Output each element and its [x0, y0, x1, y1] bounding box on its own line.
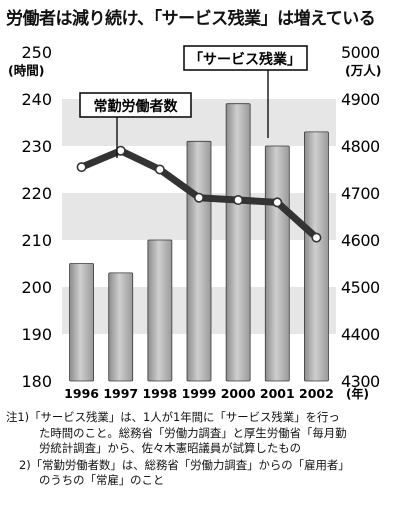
- bar: [225, 103, 251, 382]
- left-axis: 180 190 200 210 220 230 240 250: [21, 43, 52, 391]
- bar: [147, 239, 173, 382]
- line-series-label-box: [79, 92, 192, 118]
- bar: [304, 131, 329, 382]
- right-tick-label: 4800: [341, 137, 380, 156]
- x-tick-label: 2002: [299, 386, 334, 401]
- x-tick-label: 2000: [221, 386, 256, 401]
- line-point: [115, 145, 126, 156]
- right-axis-label: (万人): [345, 63, 381, 78]
- x-axis-suffix: (年): [346, 386, 369, 401]
- chart-canvas: 180 190 200 210 220 230 240 250 4300 4400 4500 460…: [8, 43, 381, 401]
- left-tick-label: 180: [21, 372, 52, 391]
- footnote-1-line-1: 注1)「サービス残業」は、1人が1年間に「サービス残業」を行っ: [6, 410, 340, 424]
- left-tick-label: 190: [21, 325, 52, 344]
- left-tick-label: 210: [21, 231, 52, 250]
- bar: [69, 263, 94, 382]
- x-tick-label: 1997: [103, 386, 138, 401]
- footnote-2: 2)「常勤労働者数」は、総務省「労働力調査」からの「雇用者」 のうちの「常雇」の…: [6, 458, 394, 489]
- footnote-2-line-2: のうちの「常雇」のこと: [39, 473, 165, 487]
- left-tick-label: 230: [21, 137, 52, 156]
- right-axis: 4300 4400 4500 4600 4700 4800 4900 5000: [341, 43, 381, 391]
- footnote-1: 注1)「サービス残業」は、1人が1年間に「サービス残業」を行っ た時間のこと。総…: [6, 410, 394, 457]
- bar: [186, 140, 212, 382]
- bar-series-label: 「サービス残業」: [189, 51, 301, 68]
- x-tick-label: 1996: [64, 386, 99, 401]
- x-axis: 1996 1997 1998 1999 2000 2001 2002: [64, 386, 334, 401]
- right-tick-label: 4300: [341, 372, 380, 391]
- line-point: [272, 197, 283, 208]
- left-tick-label: 200: [21, 278, 52, 297]
- left-tick-label: 250: [21, 43, 52, 62]
- bar: [108, 272, 134, 382]
- line-series: [76, 145, 322, 243]
- bar-series: [69, 103, 329, 382]
- right-tick-label: 4900: [341, 90, 380, 109]
- right-tick-label: 5000: [341, 43, 380, 62]
- bar: [264, 145, 290, 382]
- line-point: [311, 232, 322, 243]
- footnotes: 注1)「サービス残業」は、1人が1年間に「サービス残業」を行っ た時間のこと。総…: [6, 410, 394, 489]
- left-axis-label: (時間): [8, 63, 44, 78]
- footnote-2-line-1: 2)「常勤労働者数」は、総務省「労働力調査」からの「雇用者」: [19, 457, 350, 472]
- footnote-1-line-2: た時間のこと。総務省「労働力調査」と厚生労働省「毎月勤: [39, 425, 347, 440]
- bar-series-label-box: [183, 45, 308, 71]
- x-tick-label: 2001: [260, 386, 295, 401]
- bar-series-callout: 「サービス残業」: [183, 45, 308, 138]
- left-tick-label: 240: [21, 90, 52, 109]
- line-point: [194, 192, 205, 203]
- line-point: [76, 162, 87, 173]
- footnote-1-line-3: 労統計調査」から、佐々木憲昭議員が試算したもの: [39, 441, 301, 455]
- right-tick-label: 4500: [341, 278, 380, 297]
- chart-title: 労働者は減り続け、「サービス残業」は増えている: [6, 9, 376, 29]
- right-tick-label: 4600: [341, 231, 380, 250]
- line-series-label: 常勤労働者数: [94, 98, 179, 115]
- x-tick-label: 1999: [182, 386, 217, 401]
- line-point: [154, 164, 165, 175]
- right-tick-label: 4700: [341, 184, 380, 203]
- right-tick-label: 4400: [341, 325, 380, 344]
- line-series-callout: 常勤労働者数: [79, 92, 192, 158]
- left-tick-label: 220: [21, 184, 52, 203]
- line-point: [233, 195, 244, 206]
- x-tick-label: 1998: [142, 386, 177, 401]
